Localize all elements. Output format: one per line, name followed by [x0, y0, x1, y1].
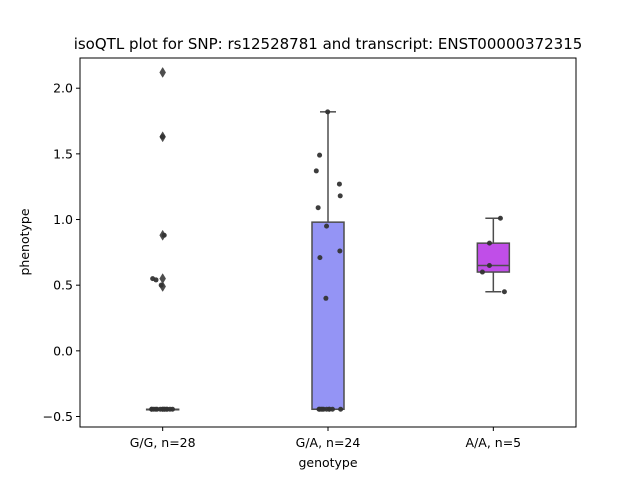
x-tick-label: A/A, n=5: [466, 435, 522, 450]
y-tick-label: 2.0: [53, 81, 73, 96]
data-point: [317, 152, 323, 158]
x-tick-label: G/A, n=24: [296, 435, 361, 450]
y-axis: −0.5 0.0 0.5 1.0 1.5 2.0: [43, 81, 80, 424]
outlier-marker: [159, 66, 166, 78]
data-point: [313, 168, 319, 174]
y-tick-label: 0.5: [53, 278, 73, 293]
y-tick-label: −0.5: [43, 409, 73, 424]
data-point: [338, 406, 344, 412]
y-tick-label: 1.0: [53, 212, 73, 227]
data-point: [323, 295, 329, 301]
y-tick-label: 1.5: [53, 146, 73, 161]
plot-frame: [79, 57, 577, 428]
x-tick-label: G/G, n=28: [130, 435, 196, 450]
data-point: [161, 406, 167, 412]
data-point: [316, 406, 322, 412]
data-point: [153, 277, 159, 283]
data-point: [337, 248, 343, 254]
y-tick-label: 0.0: [53, 343, 73, 358]
data-point: [337, 193, 343, 199]
data-point: [479, 269, 485, 275]
box: [476, 242, 511, 273]
data-point: [325, 109, 331, 115]
data-point: [501, 289, 507, 295]
data-point: [317, 255, 323, 261]
data-point: [324, 223, 330, 229]
data-point: [336, 181, 342, 187]
data-point: [161, 232, 167, 238]
data-point: [326, 406, 332, 412]
data-point: [315, 205, 321, 211]
y-axis-title: phenotype: [17, 208, 32, 275]
data-points: [149, 109, 507, 412]
data-point: [321, 406, 327, 412]
box-group: [311, 111, 345, 411]
data-point: [151, 406, 157, 412]
data-point: [159, 134, 165, 140]
x-axis: G/G, n=28 G/A, n=24 A/A, n=5: [130, 427, 521, 450]
box: [311, 221, 345, 411]
data-point: [486, 240, 492, 246]
x-axis-title: genotype: [298, 455, 357, 470]
data-point: [497, 215, 503, 221]
chart-title: isoQTL plot for SNP: rs12528781 and tran…: [74, 35, 583, 53]
data-point: [158, 282, 164, 288]
data-point: [486, 262, 492, 268]
